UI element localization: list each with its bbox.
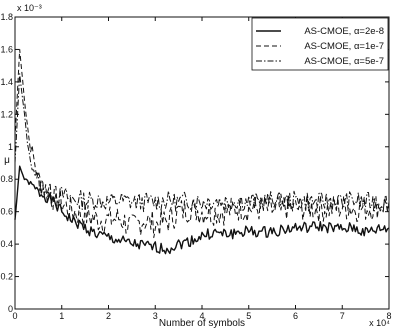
x-tick-label: 5: [246, 311, 251, 321]
x-tick-label: 3: [153, 311, 158, 321]
x-tick-label: 2: [106, 311, 111, 321]
y-axis-label: μ: [4, 155, 10, 166]
series-line-1: [14, 165, 390, 255]
x-tick-label: 7: [340, 311, 345, 321]
y-tick-label: 0.2: [0, 272, 13, 282]
series-layer: [14, 48, 390, 255]
legend-label-2: AS-CMOE, α=1e-7: [304, 41, 384, 52]
y-tick-label: 1: [8, 142, 13, 152]
x-tick-label: 4: [199, 311, 204, 321]
y-tick-label: 1.4: [0, 77, 13, 87]
series-line-3: [14, 73, 390, 213]
x-tick-label: 1: [59, 311, 64, 321]
legend: AS-CMOE, α=2e-8 AS-CMOE, α=1e-7 AS-CMOE,…: [251, 17, 389, 71]
series-line-2: [14, 48, 390, 239]
x-tick-label: 8: [386, 311, 391, 321]
y-tick-label: 0.6: [0, 207, 13, 217]
y-tick-label: 1.6: [0, 44, 13, 54]
y-tick-label: 1.8: [0, 12, 13, 22]
x-tick-label: 0: [12, 311, 17, 321]
ticks-layer: 0 1 2 3 4 5 6 7 8 0 0.2 0.4 0.6 0.8 1 1.2 1.4 1.6 1.8: [0, 12, 391, 321]
y-tick-label: 1.2: [0, 109, 13, 119]
y-tick-label: 0.4: [0, 239, 13, 249]
y-tick-label: 0.8: [0, 174, 13, 184]
y-multiplier-label: x 10⁻³: [17, 3, 42, 13]
legend-label-3: AS-CMOE, α=5e-7: [304, 56, 384, 67]
legend-label-1: AS-CMOE, α=2e-8: [304, 26, 384, 37]
x-axis-label: Number of symbols: [159, 318, 245, 329]
y-tick-label: 0: [8, 304, 13, 314]
x-tick-label: 6: [293, 311, 298, 321]
legend-box: [251, 17, 389, 71]
x-multiplier-label: x 10⁴: [369, 318, 390, 328]
